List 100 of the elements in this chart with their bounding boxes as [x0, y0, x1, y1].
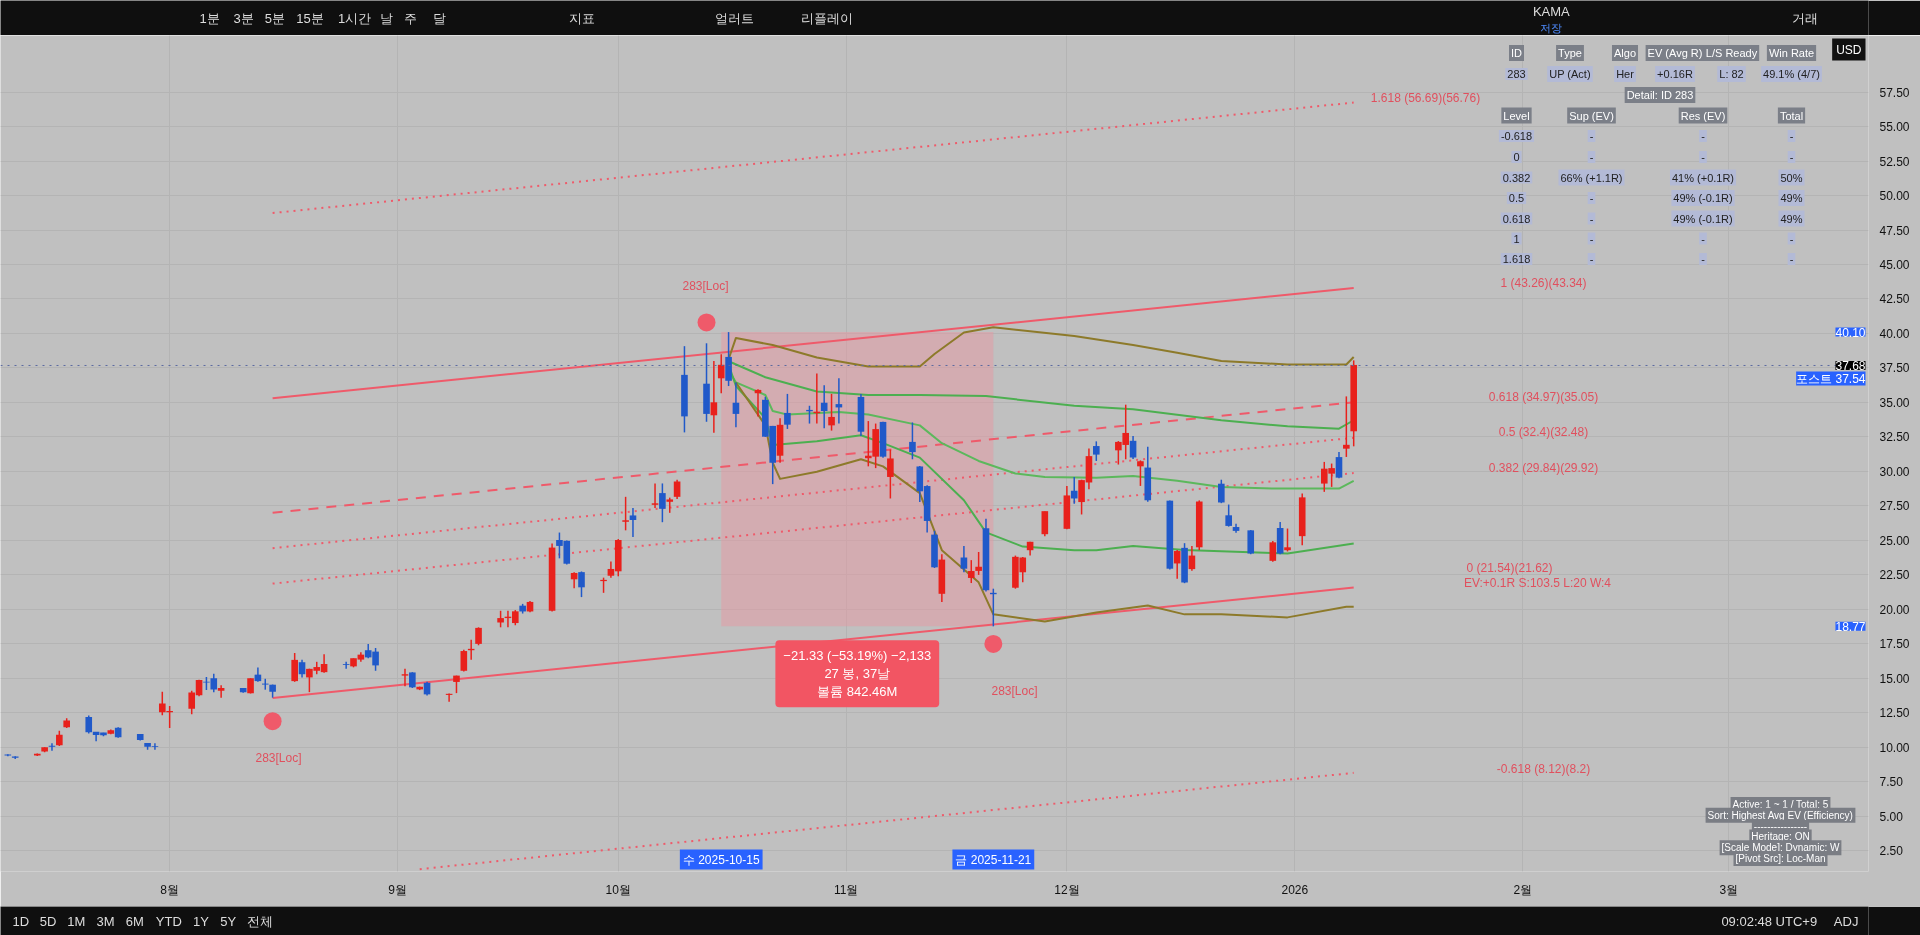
annotation: 49% [1780, 212, 1803, 225]
annotation: - [1789, 232, 1794, 245]
y-tick-label: 12.50 [1879, 706, 1910, 721]
text: 저장 [1540, 21, 1563, 34]
y-tick-label: 45.00 [1879, 258, 1910, 272]
text: 5D [39, 913, 57, 929]
annotation: - [1701, 232, 1706, 245]
annotation: 49% (-0.1R) [1673, 212, 1733, 225]
y-tick-label: 32.50 [1879, 430, 1910, 445]
annotation: - [1701, 151, 1706, 163]
ref-line-label: 37.68 [1835, 358, 1866, 373]
y-tick-label: 25.00 [1879, 533, 1910, 548]
annotation: USD [1836, 42, 1862, 57]
annotation: EV:+0.1R S:103.5 L:20 W:4 [1463, 575, 1612, 590]
y-tick-label: 57.50 [1879, 85, 1910, 100]
annotation: Sup (EV) [1569, 109, 1614, 122]
y-tick-label: 52.50 [1879, 154, 1910, 169]
y-tick-label: 10.00 [1879, 740, 1910, 755]
annotation: Detail: ID 283 [1626, 89, 1694, 101]
annotation: - [1789, 253, 1794, 265]
annotation: Heritage: ON [1751, 831, 1810, 843]
annotation: - [1789, 130, 1794, 142]
annotation: EV (Avg R) [1647, 47, 1703, 59]
text: 09:02:48 UTC+9 [1721, 913, 1818, 929]
annotation: [Pivot Src]: Loc-Man [1735, 853, 1826, 864]
text: 리플레이 [800, 10, 853, 26]
annotation: 금 2025-11-21 [955, 852, 1032, 867]
annotation: - [1589, 130, 1594, 142]
annotation: - [1589, 232, 1594, 245]
y-tick-label: 17.50 [1879, 637, 1910, 652]
annotation: 1 (43.26)(43.34) [1500, 275, 1587, 290]
annotation: 283 [1507, 68, 1526, 80]
x-tick-label: 9월 [388, 882, 407, 897]
y-tick-label: 30.00 [1879, 464, 1910, 479]
annotation: Algo [1613, 47, 1637, 59]
text: 1분 [199, 10, 220, 26]
annotation: L/S Ready [1705, 47, 1758, 59]
text: 1시간 [338, 10, 372, 26]
y-tick-label: 27.50 [1879, 499, 1910, 514]
text: 5Y [220, 913, 237, 929]
annotation: Type [1558, 47, 1582, 59]
annotation: 283[Loc] [991, 683, 1038, 698]
annotation: 포스트 37.54 [1796, 371, 1866, 386]
annotation: 18.77 [1835, 619, 1866, 634]
annotation: 1 [1513, 232, 1520, 245]
x-tick-label: 12월 [1054, 882, 1080, 897]
annotation: 66% (+1.1R) [1560, 171, 1623, 184]
annotation: Win Rate [1768, 47, 1815, 59]
annotation: [Scale Mode]: Dynamic: W [1721, 842, 1840, 854]
annotation: 0.618 [1502, 212, 1531, 225]
annotation: Active: 1 ~ 1 / Total: 5 [1732, 799, 1829, 810]
annotation: - [1701, 130, 1706, 142]
annotation: 283[Loc] [255, 750, 302, 765]
y-tick-label: 37.50 [1879, 361, 1910, 376]
annotation: - [1589, 212, 1594, 225]
annotation: 0 (21.54)(21.62) [1466, 560, 1553, 575]
text: 날 [380, 10, 394, 26]
text: 전체 [247, 913, 274, 929]
annotation: ---------------- [1753, 821, 1808, 833]
annotation: 283[Loc] [682, 278, 729, 293]
annotation: 0.382 [1502, 171, 1531, 184]
text: 주 [403, 10, 417, 26]
annotation: 49% [1780, 192, 1803, 204]
annotation: - [1589, 192, 1594, 204]
annotation: 49% (-0.1R) [1673, 192, 1733, 204]
annotation: -0.618 (8.12)(8.2) [1496, 761, 1591, 776]
text: YTD [155, 913, 182, 929]
text: 15분 [296, 10, 324, 26]
annotation: ID [1511, 47, 1523, 59]
text: 3분 [233, 10, 254, 26]
x-tick-label: 8월 [160, 882, 179, 897]
text: 1M [67, 913, 86, 929]
y-tick-label: 35.00 [1879, 395, 1910, 410]
text: ADJ [1833, 913, 1859, 929]
annotation: -0.618 [1500, 130, 1533, 142]
text: 지표 [569, 10, 596, 26]
annotation: UP (Act) [1549, 68, 1591, 80]
annotation: 1.618 [1502, 253, 1531, 265]
x-tick-label: 2026 [1281, 882, 1309, 897]
annotation: - [1701, 253, 1706, 265]
annotation: 수 2025-10-15 [682, 852, 760, 867]
text: 3M [96, 913, 115, 929]
x-tick-label: 3월 [1719, 882, 1739, 897]
y-tick-label: 50.00 [1879, 189, 1910, 204]
annotation: 0.5 (32.4)(32.48) [1498, 424, 1589, 439]
annotation: Res (EV) [1680, 109, 1726, 122]
annotation: Level [1503, 109, 1530, 122]
y-tick-label: 5.00 [1879, 809, 1904, 824]
annotation: - [1789, 151, 1794, 163]
annotation: 49.1% (4/7) [1763, 68, 1820, 80]
annotation: - [1589, 151, 1594, 163]
y-tick-label: 7.50 [1879, 775, 1904, 790]
x-tick-label: 11월 [834, 882, 859, 897]
y-tick-label: 42.50 [1879, 292, 1910, 307]
x-tick-label: 10월 [605, 882, 631, 897]
band-label: −21.33 (−53.19%) −2,133 27 봉, 37날 볼륨 842.46M [783, 648, 932, 700]
annotation: +0.16R [1657, 68, 1693, 80]
annotation: Total [1779, 109, 1804, 122]
annotation: 0 [1513, 151, 1520, 163]
annotation: 0.5 [1508, 192, 1525, 204]
